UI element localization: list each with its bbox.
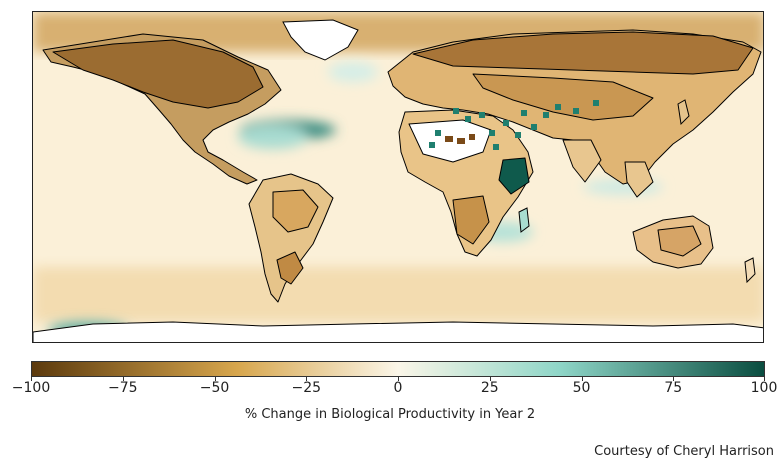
colorbar-tick <box>398 377 399 381</box>
colorbar-title: % Change in Biological Productivity in Y… <box>244 407 536 422</box>
colorbar-tick <box>306 377 308 381</box>
colorbar-tick-label: 50 <box>572 380 591 396</box>
colorbar-tick-label: 0 <box>393 380 403 396</box>
south-america <box>248 173 334 303</box>
eurasia <box>387 29 762 185</box>
colorbar-tick <box>673 377 675 381</box>
colorbar-tick <box>122 377 124 381</box>
colorbar-tick <box>31 377 32 381</box>
greenland <box>282 19 359 61</box>
colorbar-tick-label: −100 <box>11 380 51 396</box>
japan <box>677 99 690 126</box>
colorbar-tick-label: −25 <box>291 380 322 396</box>
madagascar <box>518 207 530 233</box>
north-america <box>42 33 282 185</box>
colorbar <box>31 361 765 377</box>
colorbar-gradient <box>31 361 765 377</box>
colorbar-tick <box>581 377 583 381</box>
sahara-brown-pixels <box>445 134 475 144</box>
world-map <box>32 11 764 343</box>
colorbar-tick <box>214 377 216 381</box>
image-credit: Courtesy of Cheryl Harrison <box>594 444 774 459</box>
colorbar-tick-label: 100 <box>750 380 778 396</box>
south-ocean-band <box>33 267 763 322</box>
colorbar-tick <box>764 377 765 381</box>
new-zealand <box>744 257 756 284</box>
colorbar-tick-label: 75 <box>664 380 683 396</box>
antarctica <box>33 321 763 342</box>
colorbar-tick <box>489 377 491 381</box>
south-asia <box>562 139 654 198</box>
colorbar-tick-label: −50 <box>199 380 230 396</box>
colorbar-tick-label: 25 <box>480 380 499 396</box>
world-map-image <box>33 12 763 342</box>
colorbar-tick-label: −75 <box>107 380 138 396</box>
middle-east-pixels <box>429 100 599 150</box>
australia <box>632 215 714 269</box>
